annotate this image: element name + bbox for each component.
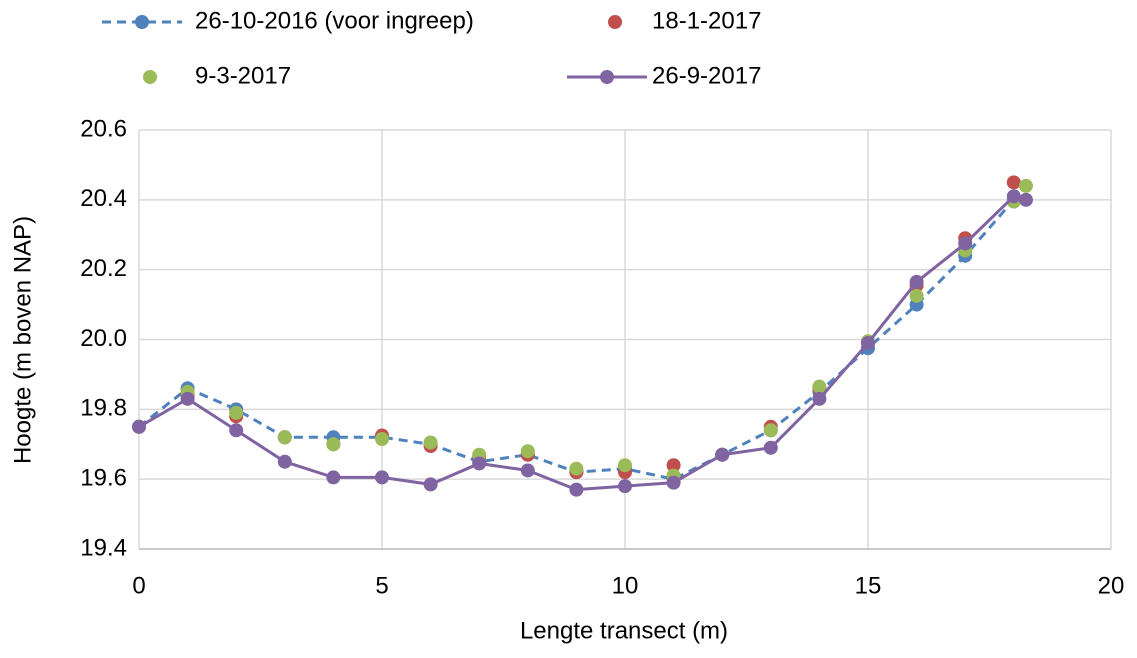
- data-point: [1006, 189, 1021, 204]
- y-tick-label: 20.6: [80, 115, 127, 142]
- data-point: [618, 458, 632, 473]
- data-point: [132, 419, 146, 434]
- data-point: [229, 423, 244, 438]
- legend-label: 9-3-2017: [195, 62, 291, 89]
- data-point: [569, 461, 584, 476]
- data-point: [958, 236, 973, 251]
- x-tick-label: 20: [1098, 572, 1125, 599]
- data-point: [277, 430, 292, 445]
- data-point: [812, 391, 827, 406]
- y-tick-label: 20.0: [80, 325, 127, 352]
- legend-marker: [600, 70, 614, 84]
- data-point: [1018, 192, 1033, 207]
- x-axis-label: Lengte transect (m): [520, 617, 728, 644]
- data-point: [326, 470, 341, 485]
- x-tick-label: 5: [375, 572, 388, 599]
- series-line: [138, 194, 1027, 492]
- data-point: [277, 454, 292, 469]
- x-tick-label: 0: [132, 572, 145, 599]
- data-point: [715, 447, 730, 462]
- legend-label: 26-10-2016 (voor ingreep): [195, 7, 474, 34]
- y-axis-label: Hoogte (m boven NAP): [9, 216, 36, 464]
- data-point: [861, 335, 875, 350]
- y-tick-label: 20.4: [80, 185, 127, 212]
- data-point: [375, 470, 389, 485]
- data-point: [229, 405, 244, 420]
- data-point: [423, 435, 438, 450]
- legend-marker: [143, 70, 157, 84]
- y-tick-label: 20.2: [80, 255, 127, 282]
- data-point: [520, 444, 535, 459]
- data-point: [520, 463, 535, 478]
- x-tick-label: 15: [855, 572, 882, 599]
- legend-label: 26-9-2017: [652, 62, 761, 89]
- data-point: [909, 274, 924, 289]
- data-point: [763, 440, 778, 455]
- data-point: [618, 479, 632, 494]
- data-point: [180, 391, 195, 406]
- data-point: [375, 432, 389, 447]
- legend-label: 18-1-2017: [652, 7, 761, 34]
- data-point: [1018, 178, 1033, 193]
- y-tick-label: 19.8: [80, 395, 127, 422]
- y-tick-label: 19.4: [80, 534, 127, 561]
- y-tick-label: 19.6: [80, 465, 127, 492]
- data-point: [666, 458, 681, 473]
- data-point: [763, 423, 778, 438]
- x-tick-label: 10: [612, 572, 639, 599]
- legend-marker: [135, 15, 149, 29]
- data-point: [423, 477, 438, 492]
- data-point: [326, 437, 341, 452]
- legend-marker: [608, 15, 622, 29]
- data-point: [472, 456, 487, 471]
- data-point: [812, 379, 827, 394]
- data-point: [1006, 175, 1021, 190]
- data-point: [666, 475, 681, 490]
- data-point: [909, 288, 924, 303]
- data-point: [569, 482, 584, 497]
